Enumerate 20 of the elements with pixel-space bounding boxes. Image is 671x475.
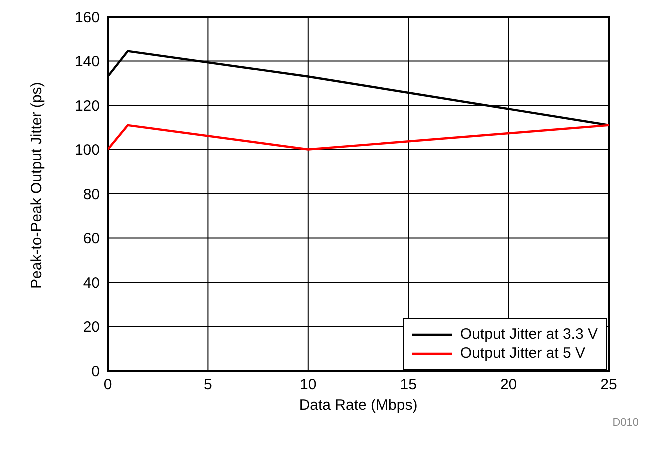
legend-label: Output Jitter at 3.3 V — [460, 325, 598, 344]
y-tick-label: 40 — [83, 274, 100, 292]
text: D010 — [612, 417, 639, 429]
legend-label: Output Jitter at 5 V — [460, 344, 586, 363]
y-tick-label: 0 — [92, 363, 100, 380]
x-tick-label: 0 — [104, 376, 112, 394]
y-tick-label: 160 — [74, 9, 100, 26]
y-axis-title: Peak-to-Peak Output Jitter (ps) — [28, 82, 46, 289]
x-tick-label: 25 — [600, 376, 618, 394]
x-tick-label: 10 — [300, 376, 317, 394]
y-tick-label: 20 — [83, 319, 100, 336]
x-tick-label: 20 — [500, 376, 518, 394]
y-tick-label: 140 — [74, 54, 100, 71]
x-tick-label: 15 — [400, 376, 417, 394]
y-tick-label: 100 — [74, 142, 100, 160]
y-tick-label: 60 — [83, 230, 100, 248]
y-tick-label: 120 — [74, 98, 100, 115]
y-tick-label: 80 — [83, 186, 100, 204]
x-axis-title: Data Rate (Mbps) — [299, 397, 418, 414]
x-tick-label: 5 — [204, 376, 212, 394]
